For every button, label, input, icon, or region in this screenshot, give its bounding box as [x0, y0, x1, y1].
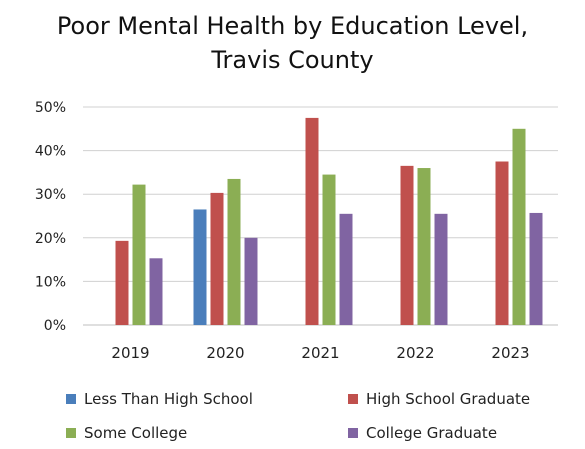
bar	[193, 209, 207, 325]
x-tick-label: 2022	[396, 344, 434, 362]
bar	[305, 117, 319, 326]
x-tick-label: 2019	[111, 344, 149, 362]
bar	[339, 213, 353, 325]
x-tick-label: 2020	[206, 344, 244, 362]
legend-item-high-school-graduate: High School Graduate	[348, 390, 530, 408]
legend-swatch	[348, 428, 358, 438]
legend-label: Some College	[84, 424, 188, 442]
bar	[512, 128, 526, 325]
x-tick-label: 2023	[491, 344, 529, 362]
legend-label: Less Than High School	[84, 390, 253, 408]
legend-label: High School Graduate	[366, 390, 531, 408]
y-tick-label: 20%	[35, 231, 66, 247]
bar	[495, 161, 509, 325]
legend-swatch	[66, 428, 76, 438]
y-tick-label: 50%	[35, 100, 66, 116]
bar	[417, 168, 431, 325]
legend-item-college-graduate: College Graduate	[348, 424, 497, 442]
bar	[434, 213, 448, 325]
y-tick-label: 40%	[35, 144, 66, 160]
legend-swatch	[348, 394, 358, 404]
bar	[529, 212, 543, 325]
y-tick-label: 30%	[35, 187, 66, 203]
chart-title-line-1: Poor Mental Health by Education Level,	[56, 12, 529, 40]
bar	[227, 178, 241, 325]
chart-title-line-2: Travis County	[211, 46, 374, 74]
bar	[115, 240, 129, 325]
bar	[132, 184, 146, 325]
y-tick-label: 10%	[35, 274, 66, 290]
bar	[322, 174, 336, 325]
y-tick-label: 0%	[44, 318, 66, 334]
legend-swatch	[66, 394, 76, 404]
legend-label: College Graduate	[366, 424, 498, 442]
bar	[149, 258, 163, 325]
bar	[210, 192, 224, 325]
legend-item-some-college: Some College	[66, 424, 187, 442]
bar	[244, 237, 258, 325]
x-tick-label: 2021	[301, 344, 339, 362]
legend-item-less-than-high-school: Less Than High School	[66, 390, 253, 408]
bar	[400, 165, 414, 325]
